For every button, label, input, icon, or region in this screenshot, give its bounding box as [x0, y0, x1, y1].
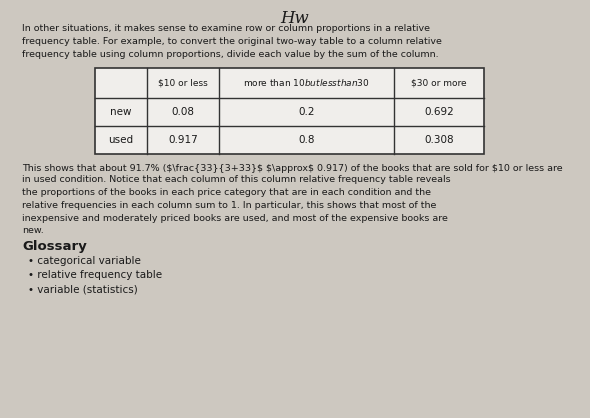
- Text: used: used: [109, 135, 133, 145]
- Text: $10 or less: $10 or less: [158, 79, 208, 87]
- Text: • variable (statistics): • variable (statistics): [28, 284, 137, 294]
- Text: • relative frequency table: • relative frequency table: [28, 270, 162, 280]
- Text: • categorical variable: • categorical variable: [28, 256, 141, 266]
- Text: 0.917: 0.917: [168, 135, 198, 145]
- Text: $30 or more: $30 or more: [411, 79, 467, 87]
- Text: Hw: Hw: [281, 10, 309, 27]
- Text: 0.8: 0.8: [299, 135, 314, 145]
- Bar: [95, 68, 484, 154]
- Text: 0.308: 0.308: [424, 135, 454, 145]
- Text: in used condition. Notice that each column of this column relative frequency tab: in used condition. Notice that each colu…: [22, 175, 451, 235]
- Text: In other situations, it makes sense to examine row or column proportions in a re: In other situations, it makes sense to e…: [22, 24, 442, 59]
- Text: new: new: [110, 107, 132, 117]
- Text: 0.692: 0.692: [424, 107, 454, 117]
- Text: more than $10 but less than $30: more than $10 but less than $30: [243, 77, 370, 89]
- Text: 0.08: 0.08: [172, 107, 195, 117]
- Text: 0.2: 0.2: [299, 107, 314, 117]
- Text: Glossary: Glossary: [22, 240, 87, 253]
- Text: This shows that about 91.7% ($\frac{33}{3+33}$ $\approx$ 0.917) of the books tha: This shows that about 91.7% ($\frac{33}{…: [22, 164, 563, 173]
